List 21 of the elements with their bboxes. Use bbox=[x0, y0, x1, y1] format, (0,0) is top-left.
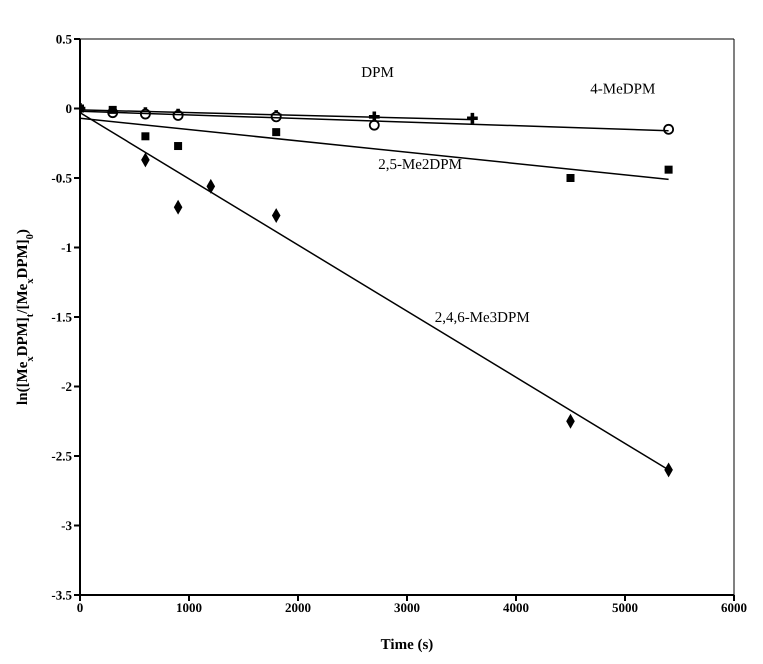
x-tick-label: 5000 bbox=[612, 600, 638, 616]
x-tick-label: 4000 bbox=[503, 600, 529, 616]
x-tick-label: 1000 bbox=[176, 600, 202, 616]
y-tick-label: -3 bbox=[61, 518, 72, 534]
y-tick-label: -1.5 bbox=[51, 310, 72, 325]
annotation: 4-MeDPM bbox=[590, 82, 656, 98]
annotation: 2,4,6-Me3DPM bbox=[434, 310, 530, 326]
annotation: 2,5-Me2DPM bbox=[378, 156, 462, 173]
y-tick-label: 0 bbox=[66, 101, 72, 116]
annotation: DPM bbox=[361, 64, 394, 81]
x-tick-label: 6000 bbox=[721, 600, 747, 616]
y-tick-label: -2 bbox=[61, 379, 72, 394]
x-tick-label: 2000 bbox=[285, 600, 311, 616]
x-axis-title: Time (s) bbox=[380, 637, 434, 653]
x-tick-label: 0 bbox=[76, 600, 84, 616]
y-tick-label: -0.5 bbox=[51, 170, 72, 186]
y-tick-label: -3.5 bbox=[51, 588, 72, 603]
x-tick-label: 3000 bbox=[394, 600, 420, 616]
y-tick-label: 0.5 bbox=[56, 32, 72, 47]
y-tick-label: -1 bbox=[61, 240, 72, 256]
y-tick-label: -2.5 bbox=[51, 448, 72, 464]
